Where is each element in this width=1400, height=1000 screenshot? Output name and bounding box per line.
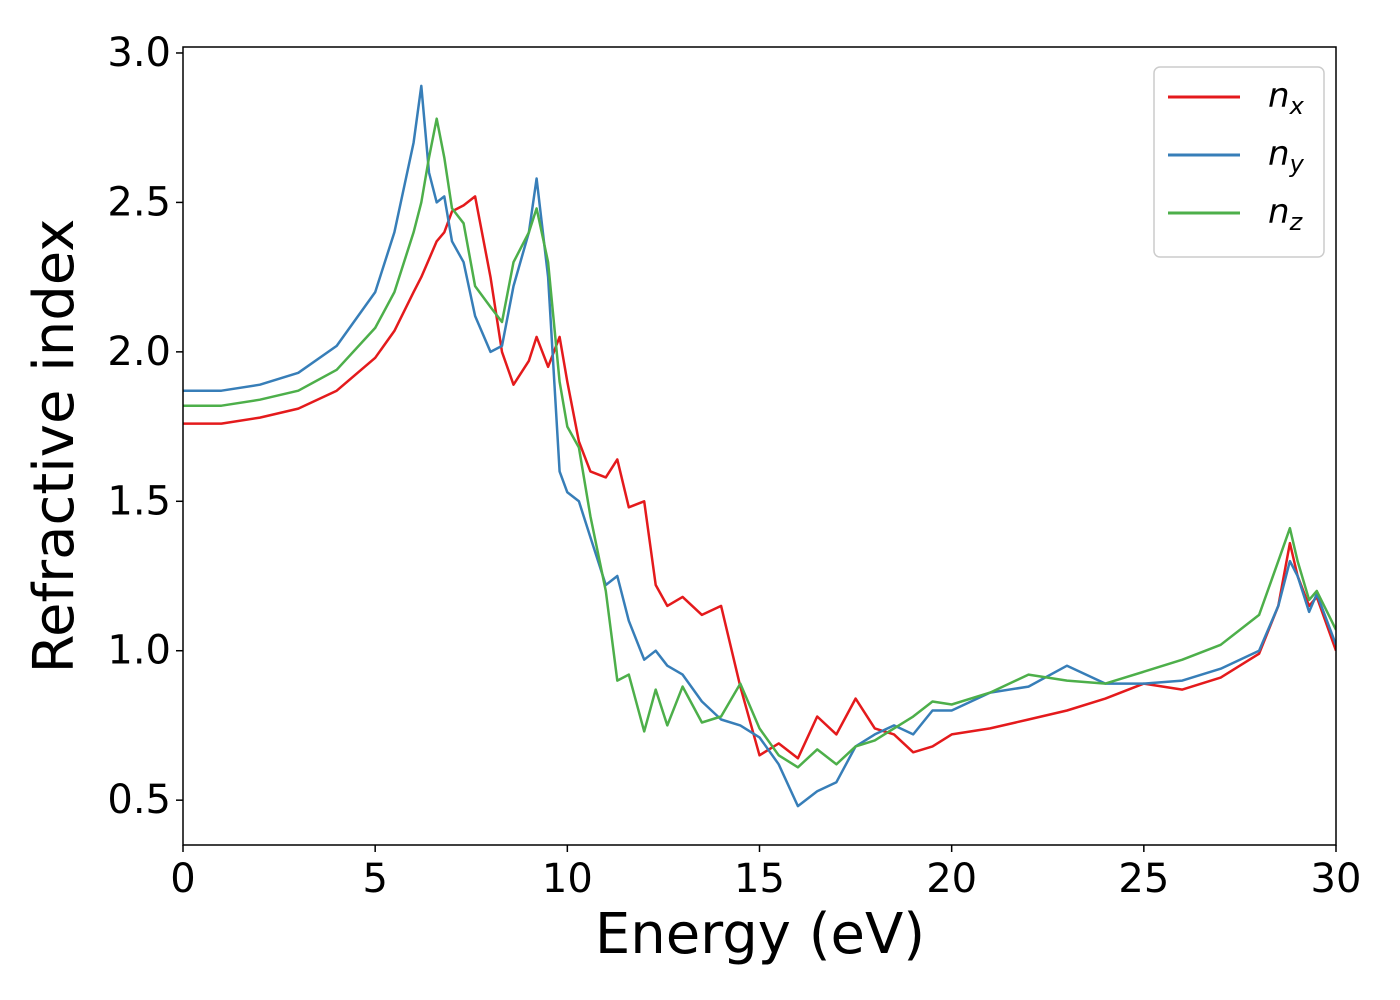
y-tick-label: 2.5 — [107, 179, 171, 225]
x-tick-label: 15 — [734, 856, 785, 902]
y-axis-label: Refractive index — [22, 219, 87, 674]
plot-area — [183, 84, 1336, 808]
plot-frame — [182, 46, 1337, 846]
y-tick-label: 2.0 — [107, 329, 171, 375]
x-tick-label: 0 — [170, 856, 195, 902]
legend-label: nx — [1268, 76, 1305, 121]
legend-label: nz — [1268, 192, 1304, 237]
line-series — [183, 117, 1336, 769]
legend-label: ny — [1268, 134, 1305, 179]
x-tick-label: 30 — [1311, 856, 1362, 902]
x-tick-label: 5 — [362, 856, 387, 902]
line-series — [183, 195, 1336, 760]
x-tick-label: 25 — [1118, 856, 1169, 902]
x-tick-label: 20 — [926, 856, 977, 902]
legend-box — [1153, 66, 1325, 258]
y-tick-label: 0.5 — [107, 777, 171, 823]
line-series — [183, 84, 1336, 808]
y-tick-label: 1.5 — [107, 478, 171, 524]
y-tick-label: 1.0 — [107, 628, 171, 674]
x-tick-label: 10 — [542, 856, 593, 902]
x-axis-label: Energy (eV) — [595, 902, 925, 967]
y-tick-label: 3.0 — [107, 30, 171, 76]
